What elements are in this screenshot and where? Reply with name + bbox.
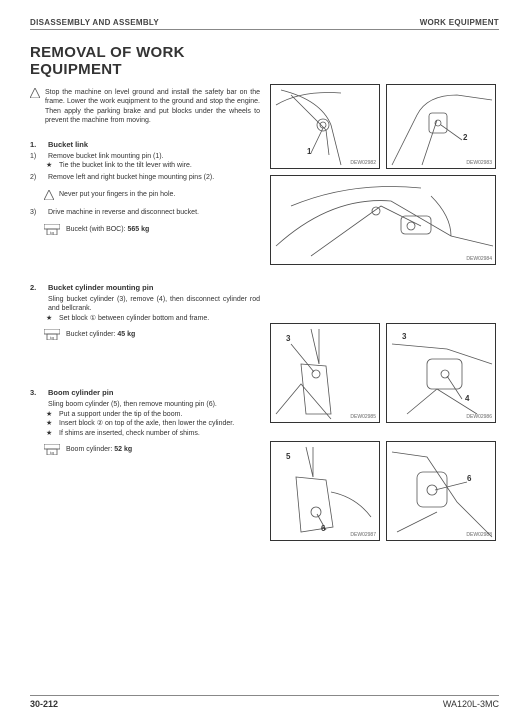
svg-text:kg: kg [50, 230, 54, 235]
figure-6: 5 6 DEW02987 [270, 441, 380, 541]
header-left: DISASSEMBLY AND ASSEMBLY [30, 18, 159, 27]
fig-f-cap: DEW02987 [350, 532, 376, 538]
fig-e-cap: DEW02986 [466, 414, 492, 420]
s3-s1: Put a support under the tip of the boom. [59, 410, 182, 419]
star-icon: ★ [46, 410, 54, 419]
footer: 30-212 WA120L-3MC [30, 695, 499, 709]
s3-s2: Insert block ② on top of the axle, then … [59, 419, 234, 428]
page-number: 30-212 [30, 699, 58, 709]
s2-p1: Sling bucket cylinder (3), remove (4), t… [48, 295, 260, 314]
section-2: 2. Bucket cylinder mounting pin Sling buc… [30, 283, 260, 340]
figure-7: 6 DEW02988 [386, 441, 496, 541]
s1-wtv: 565 kg [127, 226, 149, 233]
model-number: WA120L-3MC [443, 699, 499, 709]
s1-p1s: Tie the bucket link to the tilt lever wi… [59, 161, 192, 170]
s1-p3n: 3) [30, 208, 42, 217]
svg-text:kg: kg [50, 450, 54, 455]
s2-num: 2. [30, 283, 42, 293]
svg-text:!: ! [48, 194, 50, 201]
s2-wt: Bucket cylinder: [66, 331, 117, 338]
right-column: 1 DEW02982 2 DEW02983 [270, 84, 496, 547]
fig-b-cap: DEW02983 [466, 160, 492, 166]
warning-icon: ! [30, 88, 40, 98]
svg-text:kg: kg [50, 335, 54, 340]
s2-title: Bucket cylinder mounting pin [48, 283, 153, 293]
star-icon: ★ [46, 429, 54, 438]
s3-wt: Boom cylinder: [66, 446, 114, 453]
fig-g-cap: DEW02988 [466, 532, 492, 538]
fig-c-cap: DEW02984 [466, 256, 492, 262]
s1-p1: Remove bucket link mounting pin (1). [48, 152, 164, 161]
s1-wt: Bucekt (with BOC): [66, 226, 127, 233]
left-column: ! Stop the machine on level ground and i… [30, 84, 260, 547]
s3-p1: Sling boom cylinder (5), then remove mou… [48, 400, 217, 409]
s2-wtv: 45 kg [117, 331, 135, 338]
warning-icon: ! [44, 190, 54, 200]
section-3: 3. Boom cylinder pin Sling boom cylinder … [30, 388, 260, 455]
header-right: WORK EQUIPMENT [420, 18, 499, 27]
s1-p2n: 2) [30, 173, 42, 182]
figure-4: 3 DEW02985 [270, 323, 380, 423]
section-1: 1. Bucket link 1) Remove bucket link mount… [30, 140, 260, 235]
page-title-l1: REMOVAL OF WORK [30, 44, 499, 61]
star-icon: ★ [46, 161, 54, 170]
intro-text: Stop the machine on level ground and ins… [45, 88, 260, 126]
star-icon: ★ [46, 314, 54, 323]
s1-title: Bucket link [48, 140, 88, 150]
figure-5: 3 4 DEW02986 [386, 323, 496, 423]
weight-icon: kg [44, 329, 60, 340]
s2-p1s: Set block ① between cylinder bottom and … [59, 314, 209, 323]
figure-2: 2 DEW02983 [386, 84, 496, 169]
page-title-l2: EQUIPMENT [30, 61, 499, 78]
s1-warn: Never put your fingers in the pin hole. [59, 190, 175, 200]
s3-num: 3. [30, 388, 42, 398]
s1-p1n: 1) [30, 152, 42, 161]
s3-wtv: 52 kg [114, 446, 132, 453]
star-icon: ★ [46, 419, 54, 428]
s1-num: 1. [30, 140, 42, 150]
fig-a-cap: DEW02982 [350, 160, 376, 166]
s1-p3: Drive machine in reverse and disconnect … [48, 208, 199, 217]
fig-d-cap: DEW02985 [350, 414, 376, 420]
s3-title: Boom cylinder pin [48, 388, 113, 398]
s1-p2: Remove left and right bucket hinge mount… [48, 173, 214, 182]
svg-text:!: ! [34, 92, 36, 99]
figure-1: 1 DEW02982 [270, 84, 380, 169]
s3-s3: If shims are inserted, check number of s… [59, 429, 200, 438]
weight-icon: kg [44, 224, 60, 235]
figure-3: DEW02984 [270, 175, 496, 265]
weight-icon: kg [44, 444, 60, 455]
